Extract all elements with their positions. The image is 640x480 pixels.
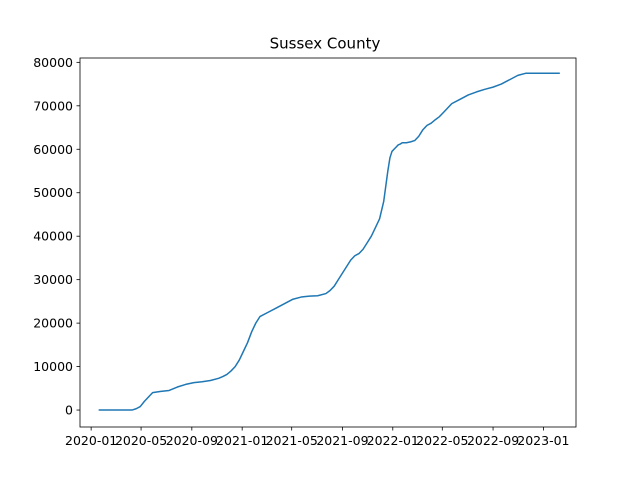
y-tick-label: 60000 bbox=[33, 142, 73, 157]
x-tick-label: 2021-09 bbox=[316, 433, 368, 448]
y-tick-label: 10000 bbox=[33, 359, 73, 374]
x-tick-label: 2022-01 bbox=[367, 433, 419, 448]
x-tick-label: 2021-01 bbox=[216, 433, 268, 448]
x-tick-label: 2020-05 bbox=[115, 433, 167, 448]
series-line-0 bbox=[98, 72, 560, 411]
x-tick-label: 2020-01 bbox=[65, 433, 117, 448]
y-tick-label: 20000 bbox=[33, 316, 73, 331]
plot-area bbox=[98, 72, 560, 411]
y-tick-label: 40000 bbox=[33, 229, 73, 244]
y-tick-label: 50000 bbox=[33, 185, 73, 200]
axes-frame bbox=[79, 57, 577, 428]
y-tick-label: 0 bbox=[65, 403, 73, 418]
x-tick-label: 2020-09 bbox=[166, 433, 218, 448]
axes: 2020-012020-052020-092021-012021-052021-… bbox=[33, 55, 577, 448]
x-tick-label: 2021-05 bbox=[266, 433, 318, 448]
y-tick-label: 80000 bbox=[33, 55, 73, 70]
x-tick-label: 2023-01 bbox=[517, 433, 569, 448]
y-tick-label: 70000 bbox=[33, 98, 73, 113]
x-tick-label: 2022-09 bbox=[467, 433, 519, 448]
x-tick-label: 2022-05 bbox=[416, 433, 468, 448]
y-tick-label: 30000 bbox=[33, 272, 73, 287]
chart-title: Sussex County bbox=[270, 35, 381, 53]
